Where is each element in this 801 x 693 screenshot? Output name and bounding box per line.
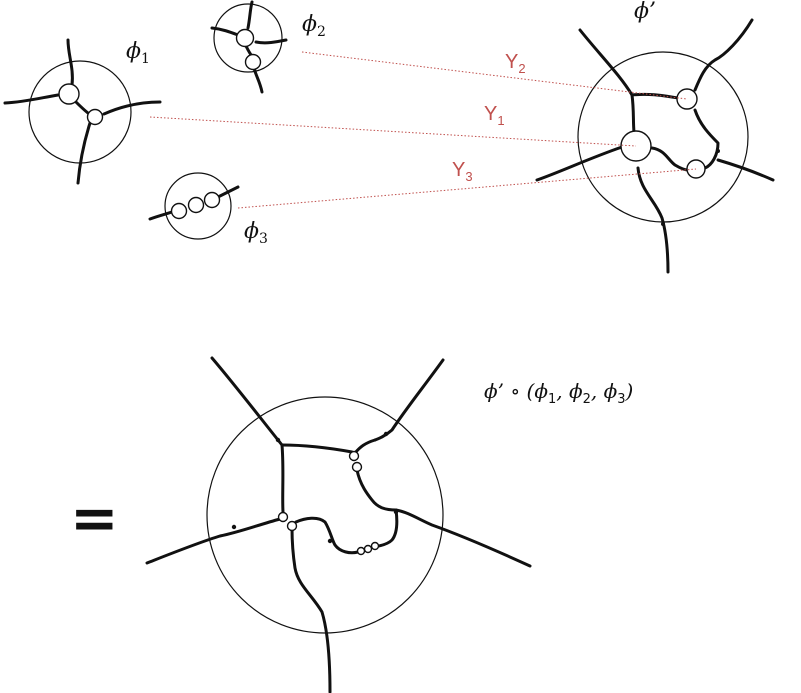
composite-node-6 [363,544,373,554]
phi-prime-node-top [676,88,698,110]
phi-prime-dot-2 [661,222,665,226]
composite-wire-inner-f [294,516,360,555]
y3-label: Y3 [452,159,473,184]
composite-wire-left [145,517,282,565]
phi2-node-bottom [244,53,262,71]
phi3-label: ϕ3 [244,219,268,247]
composite-wire-top-left [210,356,284,447]
composite-node-2 [351,461,363,473]
composite-dot-3 [231,524,237,530]
composite-node-7 [370,541,380,551]
composite-wire-inner-d [355,468,398,512]
phi2-disk [213,3,283,73]
composite-wire-inner-e [372,508,399,549]
phi2-wire-left [210,26,240,37]
phi2-diagram [210,0,288,94]
composite-wire-bottom [290,526,332,693]
composite-dot-2 [383,431,389,437]
phi3-node-3 [203,191,221,209]
phi1-wire-top [66,38,74,87]
phi-prime-diagram [535,18,775,274]
composite-node-5 [356,546,366,556]
equals-sign: = [70,484,119,552]
composite-wire-right [394,508,532,568]
phi-prime-wire-top-right [693,18,754,92]
phi1-wire-bottom [76,121,92,185]
phi3-diagram [148,172,240,240]
composite-wire-inner-c [353,438,377,455]
composite-node-4 [286,520,298,532]
composite-diagram [145,356,532,693]
composite-wire-inner-a [280,443,285,514]
phi3-node-2 [187,196,205,214]
phi3-wire-left [148,210,174,221]
composite-node-3 [277,511,289,523]
phi1-label: ϕ1 [126,39,150,67]
composite-wire-inner-b [280,443,354,454]
phi-prime-wire-inner-1 [630,93,636,134]
phi3-disk [164,172,232,240]
y2-link [301,51,688,100]
phi-prime-wire-inner-4 [650,146,690,172]
phi-prime-wire-left [535,145,624,182]
y-links [149,51,697,209]
phi-prime-label: ϕ’ [634,0,656,24]
phi-prime-wire-bottom [636,166,670,274]
phi2-wire-right [254,38,288,45]
phi2-wire-top [246,0,254,30]
composition-label: ϕ’ ∘ (ϕ1, ϕ2, ϕ3) [484,379,633,407]
phi1-disk [28,60,132,164]
composite-dot-5 [393,509,399,515]
composite-dot-1 [275,437,281,443]
phi1-wire-right [102,100,162,116]
phi-prime-wire-right [716,158,775,182]
y2-label: Y2 [505,51,526,76]
phi2-wire-bottom [252,66,264,94]
y1-link [149,116,637,147]
phi2-node-top [235,28,255,48]
composite-node-1 [348,450,360,462]
composite-wire-top-right [373,358,445,442]
y1-label: Y1 [484,103,505,128]
phi1-diagram [3,38,162,185]
phi-prime-wire-top-left [578,28,634,97]
phi1-wire-left [3,93,60,105]
phi2-label: ϕ2 [302,12,326,40]
phi3-node-1 [170,202,188,220]
phi-prime-dot-1 [716,149,720,153]
composite-dot-4 [327,538,333,544]
phi-prime-disk [577,51,749,223]
phi1-node-large [58,83,80,105]
phi1-node-small [86,108,104,126]
phi-prime-wire-inner-3 [693,108,720,170]
